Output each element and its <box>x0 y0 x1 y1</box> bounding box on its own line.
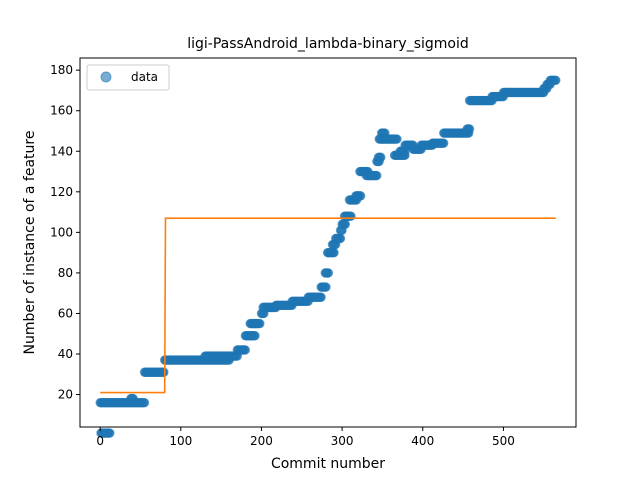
data-point <box>316 292 326 302</box>
data-point <box>372 170 382 181</box>
legend: data <box>86 64 170 91</box>
y-tick-label: 160 <box>50 104 73 118</box>
y-tick-label: 140 <box>50 144 73 158</box>
x-tick-label: 400 <box>411 434 434 448</box>
legend-frame <box>86 64 170 91</box>
data-point <box>355 191 366 201</box>
x-axis-label: Commit number <box>271 456 385 472</box>
data-point <box>464 124 475 134</box>
data-point <box>376 152 386 163</box>
data-point <box>346 211 356 221</box>
plot-area <box>95 75 561 438</box>
y-tick-label: 180 <box>50 63 73 77</box>
data-point <box>240 345 251 355</box>
data-point <box>335 233 346 244</box>
axis-ticks: 0 100 200 300 400 500 20 40 60 80 100 120 140 160 180 <box>50 63 515 448</box>
data-point <box>329 247 339 258</box>
data-point <box>159 367 169 377</box>
x-tick-label: 0 <box>96 434 104 448</box>
legend-marker <box>100 71 112 83</box>
fit-line <box>100 217 556 394</box>
y-tick-label: 20 <box>58 388 73 402</box>
y-tick-label: 60 <box>58 306 73 320</box>
y-tick-label: 100 <box>50 225 73 239</box>
y-axis-label: Number of instance of a feature <box>22 131 38 355</box>
axes-frame <box>79 57 577 428</box>
data-point <box>439 138 449 148</box>
data-point <box>128 393 138 404</box>
chart-title: ligi-PassAndroid_lambda-binary_sigmoid <box>187 36 469 52</box>
x-tick-label: 200 <box>250 434 273 448</box>
y-tick-label: 80 <box>58 266 73 280</box>
legend-label: data <box>131 70 158 84</box>
data-point <box>323 268 334 278</box>
data-point <box>392 134 402 144</box>
data-point <box>250 331 260 341</box>
data-point <box>551 75 561 86</box>
data-point <box>139 397 150 408</box>
data-point <box>340 219 351 229</box>
x-tick-label: 500 <box>492 434 515 448</box>
x-tick-label: 100 <box>169 434 192 448</box>
data-point <box>255 318 265 329</box>
data-point <box>105 428 115 438</box>
data-point <box>321 282 331 292</box>
y-tick-label: 40 <box>58 347 73 361</box>
y-tick-label: 120 <box>50 185 73 199</box>
x-tick-label: 300 <box>331 434 354 448</box>
